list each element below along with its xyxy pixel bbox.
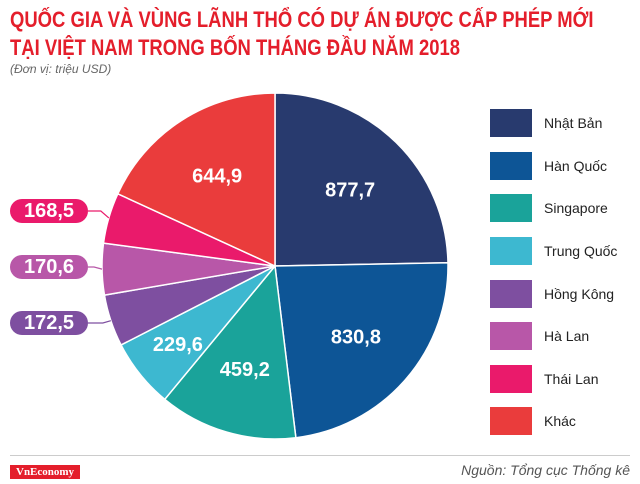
legend-swatch <box>490 322 532 351</box>
legend-item: Thái Lan <box>490 358 617 401</box>
slice-label-1: 830,8 <box>331 326 381 348</box>
source-text: Nguồn: Tổng cục Thống kê <box>461 462 630 478</box>
slice-label-0: 877,7 <box>325 179 375 201</box>
legend-item: Hà Lan <box>490 315 617 358</box>
divider <box>10 455 630 456</box>
legend-label: Hà Lan <box>544 328 590 345</box>
pie-slice-1 <box>274 261 449 439</box>
external-label-ha-lan: 170,6 <box>10 255 88 279</box>
title-line-1: QUỐC GIA VÀ VÙNG LÃNH THỔ CÓ DỰ ÁN ĐƯỢC … <box>10 7 594 32</box>
legend-item: Trung Quốc <box>490 230 617 273</box>
legend-swatch <box>490 237 532 266</box>
external-label-thai-lan: 168,5 <box>10 199 88 223</box>
legend-label: Nhật Bản <box>544 115 603 132</box>
legend-item: Hàn Quốc <box>490 145 617 188</box>
legend-swatch <box>490 279 532 308</box>
legend-swatch <box>490 407 532 436</box>
legend-label: Hồng Kông <box>544 285 615 302</box>
legend-swatch <box>490 151 532 180</box>
legend-swatch <box>490 364 532 393</box>
legend-item: Nhật Bản <box>490 102 617 145</box>
title-line-2: TẠI VIỆT NAM TRONG BỐN THÁNG ĐẦU NĂM 201… <box>10 35 461 60</box>
slice-label-3: 229,6 <box>153 334 203 356</box>
legend-label: Khác <box>544 413 576 430</box>
chart-title: QUỐC GIA VÀ VÙNG LÃNH THỔ CÓ DỰ ÁN ĐƯỢC … <box>10 6 594 62</box>
legend-swatch <box>490 109 532 138</box>
legend-label: Singapore <box>544 200 608 217</box>
pie-slice-2 <box>163 264 297 440</box>
legend-label: Thái Lan <box>544 370 599 387</box>
external-label-hong-kong: 172,5 <box>10 311 88 335</box>
legend-item: Khác <box>490 400 617 443</box>
slice-label-7: 644,9 <box>192 166 242 188</box>
leader-line-5 <box>88 266 103 270</box>
unit-label: (Đơn vị: triệu USD) <box>10 62 112 76</box>
pie-slice-7 <box>116 92 276 268</box>
legend-item: Singapore <box>490 187 617 230</box>
slice-label-2: 459,2 <box>220 359 270 381</box>
legend-swatch <box>490 194 532 223</box>
vneconomy-logo: VnEconomy <box>10 465 81 479</box>
legend: Nhật Bản Hàn Quốc Singapore Trung Quốc Hồng … <box>490 102 617 443</box>
pie-slice-0 <box>274 92 449 267</box>
leader-line-4 <box>88 320 112 324</box>
legend-label: Trung Quốc <box>544 243 618 260</box>
legend-item: Hồng Kông <box>490 272 617 315</box>
legend-label: Hàn Quốc <box>544 157 608 174</box>
leader-line-6 <box>88 210 110 219</box>
